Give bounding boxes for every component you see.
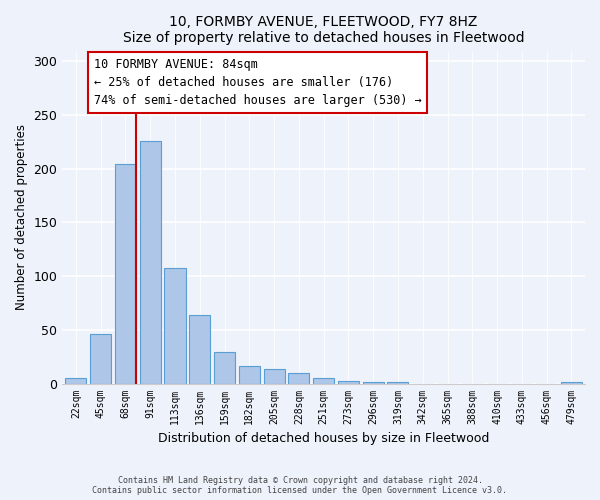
Bar [338, 382, 359, 384]
Bar [263, 368, 284, 384]
Bar [289, 373, 310, 384]
Bar [239, 366, 260, 384]
Text: 10 FORMBY AVENUE: 84sqm
← 25% of detached houses are smaller (176)
74% of semi-d: 10 FORMBY AVENUE: 84sqm ← 25% of detache… [94, 58, 422, 107]
Bar [313, 378, 334, 384]
Bar [388, 382, 409, 384]
X-axis label: Distribution of detached houses by size in Fleetwood: Distribution of detached houses by size … [158, 432, 490, 445]
Bar [65, 378, 86, 384]
Y-axis label: Number of detached properties: Number of detached properties [15, 124, 28, 310]
Bar [90, 334, 111, 384]
Bar [140, 141, 161, 384]
Bar [561, 382, 582, 384]
Text: Contains HM Land Registry data © Crown copyright and database right 2024.
Contai: Contains HM Land Registry data © Crown c… [92, 476, 508, 495]
Bar [189, 315, 211, 384]
Bar [362, 382, 384, 384]
Bar [164, 268, 185, 384]
Bar [115, 164, 136, 384]
Bar [214, 352, 235, 384]
Title: 10, FORMBY AVENUE, FLEETWOOD, FY7 8HZ
Size of property relative to detached hous: 10, FORMBY AVENUE, FLEETWOOD, FY7 8HZ Si… [123, 15, 524, 45]
